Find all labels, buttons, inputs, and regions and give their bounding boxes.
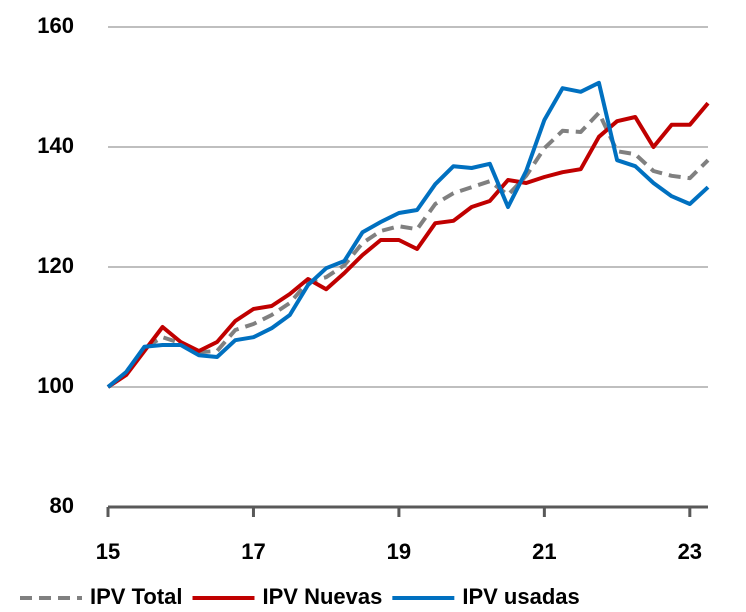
- y-tick-label: 120: [37, 253, 74, 278]
- x-tick-label: 15: [96, 539, 120, 564]
- y-tick-label: 140: [37, 133, 74, 158]
- series-line: [106, 80, 710, 389]
- legend-label: IPV Nuevas: [263, 584, 383, 609]
- x-tick-label: 17: [241, 539, 265, 564]
- x-tick-label: 21: [532, 539, 556, 564]
- x-tick-label: 19: [387, 539, 411, 564]
- series-line: [106, 101, 710, 389]
- x-tick-label: 23: [678, 539, 702, 564]
- y-tick-label: 80: [50, 493, 74, 518]
- y-tick-label: 100: [37, 373, 74, 398]
- series-line: [106, 110, 710, 389]
- legend-label: IPV usadas: [462, 584, 579, 609]
- legend-label: IPV Total: [90, 584, 183, 609]
- y-tick-label: 160: [37, 13, 74, 38]
